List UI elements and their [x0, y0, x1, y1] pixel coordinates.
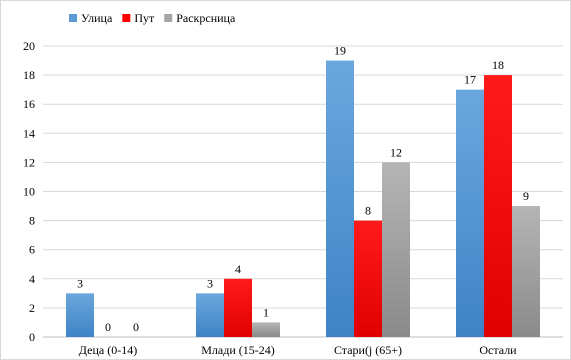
- y-tick-label: 10: [23, 185, 35, 199]
- x-category-label: Стари(ј (65+): [334, 343, 402, 357]
- y-tick-label: 2: [29, 301, 35, 315]
- data-label: 1: [263, 305, 269, 319]
- y-tick-label: 6: [29, 243, 35, 257]
- gridlines: [43, 45, 563, 338]
- y-tick-label: 12: [23, 155, 35, 169]
- data-label: 12: [390, 145, 402, 159]
- bar-Улица-0: [66, 293, 94, 337]
- y-axis: 0 2 4 6 8 10 12 14 16 18 20: [23, 39, 35, 344]
- legend: Улица Пут Раскрсница: [69, 11, 236, 25]
- x-category-label: Деца (0-14): [79, 343, 137, 357]
- data-label: 3: [207, 276, 213, 290]
- x-axis: Деца (0-14) Млади (15-24) Стари(ј (65+) Ост…: [79, 343, 517, 357]
- legend-swatch: [164, 14, 173, 22]
- data-label: 9: [523, 189, 529, 203]
- bar-Раскрсница-3: [512, 206, 540, 337]
- data-label: 0: [133, 320, 139, 334]
- bars: [66, 60, 540, 338]
- bar-Раскрсница-2: [382, 162, 410, 337]
- bar-Пут-1: [224, 278, 252, 337]
- y-tick-label: 16: [23, 97, 35, 111]
- legend-swatch: [69, 14, 77, 22]
- x-category-label: Млади (15-24): [201, 343, 275, 357]
- x-category-label: Остали: [479, 343, 517, 357]
- legend-swatch: [122, 14, 131, 22]
- bar-Улица-3: [456, 89, 484, 338]
- bar-Раскрсница-1: [252, 322, 280, 337]
- y-tick-label: 8: [29, 214, 35, 228]
- bar-Пут-3: [484, 75, 512, 337]
- legend-label: Пут: [134, 11, 155, 25]
- data-label: 19: [334, 44, 346, 58]
- legend-label: Улица: [81, 11, 113, 25]
- y-tick-label: 20: [23, 39, 35, 53]
- data-label: 17: [464, 73, 476, 87]
- y-tick-label: 18: [23, 68, 35, 82]
- data-labels: 3 0 0 3 4 1 19 8 12 17 18 9: [77, 44, 529, 334]
- bar-Пут-2: [354, 220, 382, 337]
- y-tick-label: 14: [23, 126, 35, 140]
- data-label: 8: [365, 204, 371, 218]
- y-tick-label: 0: [29, 330, 35, 344]
- y-tick-label: 4: [29, 272, 35, 286]
- bar-Улица-2: [326, 60, 354, 338]
- data-label: 3: [77, 276, 83, 290]
- data-label: 18: [492, 58, 504, 72]
- legend-label: Раскрсница: [176, 11, 236, 25]
- bar-Улица-1: [196, 293, 224, 337]
- data-label: 4: [235, 262, 241, 276]
- data-label: 0: [105, 320, 111, 334]
